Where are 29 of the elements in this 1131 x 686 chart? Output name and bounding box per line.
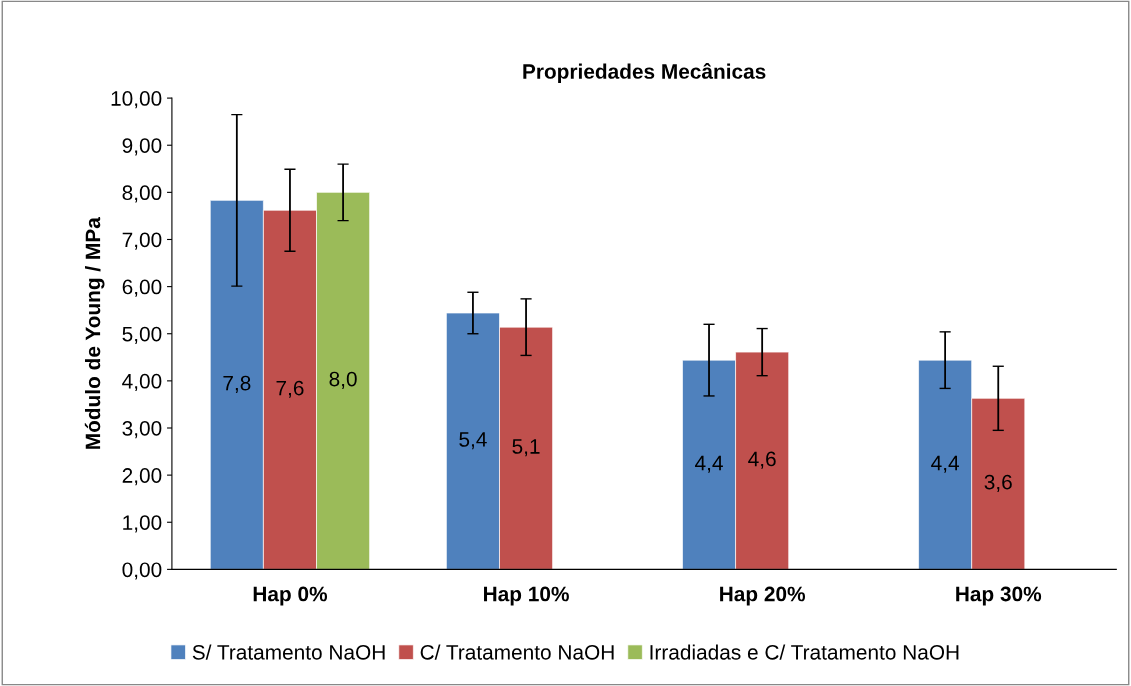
data-label: 7,8 xyxy=(223,375,251,393)
y-tick-label: 0,00 xyxy=(122,562,162,580)
data-label: 4,4 xyxy=(695,455,723,473)
y-axis-title: Módulo de Young / MPa xyxy=(84,217,105,449)
legend-label: Irradiadas e C/ Tratamento NaOH xyxy=(650,644,959,660)
y-tick-label: 7,00 xyxy=(122,232,162,250)
data-label: 3,6 xyxy=(984,474,1012,492)
y-tick-label: 5,00 xyxy=(122,326,162,344)
chart-title: Propriedades Mecânicas xyxy=(523,63,766,83)
y-tick-label: 1,00 xyxy=(123,515,162,533)
data-label: 7,6 xyxy=(276,380,304,398)
y-tick-label: 10,00 xyxy=(111,91,162,109)
x-tick-label: Hap 0% xyxy=(253,586,328,606)
y-tick-label: 8,00 xyxy=(122,185,162,203)
data-label: 5,4 xyxy=(459,432,487,450)
data-label: 5,1 xyxy=(512,439,540,457)
data-label: 8,0 xyxy=(329,371,357,389)
x-tick-label: Hap 20% xyxy=(720,586,806,606)
y-tick-label: 6,00 xyxy=(122,279,162,297)
legend-label: S/ Tratamento NaOH xyxy=(192,644,385,660)
x-tick-label: Hap 10% xyxy=(484,586,569,606)
data-label: 4,6 xyxy=(748,451,776,469)
y-tick-label: 3,00 xyxy=(122,421,162,439)
legend-label: C/ Tratamento NaOH xyxy=(420,644,614,660)
x-tick-label: Hap 30% xyxy=(956,586,1042,606)
y-tick-label: 2,00 xyxy=(122,468,162,486)
y-tick-label: 4,00 xyxy=(122,373,162,392)
y-tick-label: 9,00 xyxy=(122,138,162,156)
data-label: 4,4 xyxy=(931,455,959,473)
